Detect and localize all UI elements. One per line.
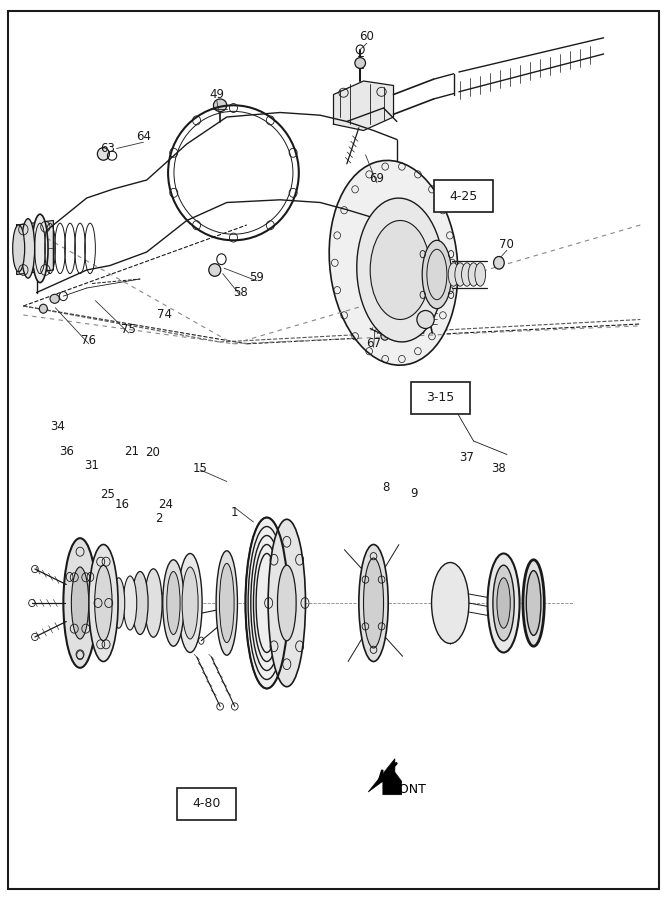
Ellipse shape — [32, 214, 48, 283]
Ellipse shape — [219, 563, 234, 643]
Ellipse shape — [497, 578, 510, 628]
Text: 8: 8 — [382, 482, 390, 494]
Ellipse shape — [329, 160, 458, 365]
Text: 3-15: 3-15 — [426, 392, 454, 404]
Polygon shape — [368, 759, 402, 795]
Ellipse shape — [123, 576, 137, 630]
Text: 70: 70 — [500, 238, 514, 251]
Text: 4-25: 4-25 — [450, 190, 478, 203]
Ellipse shape — [359, 544, 388, 662]
FancyBboxPatch shape — [434, 180, 493, 212]
Ellipse shape — [213, 99, 227, 112]
FancyBboxPatch shape — [177, 788, 237, 820]
Text: 34: 34 — [51, 420, 65, 433]
Polygon shape — [334, 81, 394, 130]
Ellipse shape — [95, 565, 112, 641]
Ellipse shape — [355, 58, 366, 68]
Text: 67: 67 — [366, 338, 381, 350]
Text: 36: 36 — [59, 446, 74, 458]
Text: 20: 20 — [145, 446, 159, 459]
Ellipse shape — [475, 263, 486, 286]
Text: 60: 60 — [360, 30, 374, 42]
Ellipse shape — [488, 554, 520, 652]
Ellipse shape — [370, 220, 430, 320]
Ellipse shape — [268, 519, 305, 687]
Text: 59: 59 — [249, 271, 264, 284]
Text: 4-80: 4-80 — [193, 797, 221, 810]
Ellipse shape — [523, 560, 544, 646]
Ellipse shape — [417, 310, 434, 328]
Text: 15: 15 — [193, 462, 207, 474]
Ellipse shape — [381, 331, 389, 340]
Ellipse shape — [167, 572, 180, 634]
Ellipse shape — [216, 551, 237, 655]
Ellipse shape — [39, 304, 47, 313]
Text: 74: 74 — [157, 309, 172, 321]
Ellipse shape — [132, 572, 148, 634]
Ellipse shape — [145, 569, 162, 637]
Ellipse shape — [182, 567, 198, 639]
Ellipse shape — [209, 264, 221, 276]
Text: 24: 24 — [158, 498, 173, 510]
Text: 1: 1 — [231, 507, 239, 519]
Text: FRONT: FRONT — [384, 783, 426, 796]
Ellipse shape — [253, 544, 280, 662]
Text: 38: 38 — [492, 462, 506, 474]
Ellipse shape — [455, 263, 466, 286]
Ellipse shape — [71, 567, 89, 639]
Ellipse shape — [256, 554, 277, 652]
Text: 63: 63 — [101, 142, 115, 155]
Ellipse shape — [113, 578, 125, 628]
Ellipse shape — [364, 558, 384, 648]
Text: 2: 2 — [155, 512, 163, 525]
Ellipse shape — [178, 554, 202, 652]
Ellipse shape — [494, 256, 504, 269]
Ellipse shape — [468, 263, 479, 286]
FancyBboxPatch shape — [411, 382, 470, 414]
Ellipse shape — [422, 240, 452, 309]
Ellipse shape — [277, 565, 296, 641]
Text: 37: 37 — [460, 451, 474, 464]
Polygon shape — [17, 220, 53, 274]
Ellipse shape — [245, 518, 288, 688]
Ellipse shape — [97, 148, 109, 160]
Ellipse shape — [462, 263, 472, 286]
Text: 9: 9 — [410, 487, 418, 500]
Text: 25: 25 — [101, 489, 115, 501]
Ellipse shape — [163, 560, 184, 646]
Ellipse shape — [50, 294, 59, 303]
Text: 75: 75 — [121, 323, 136, 336]
Ellipse shape — [13, 225, 25, 272]
Ellipse shape — [89, 544, 118, 662]
Ellipse shape — [357, 198, 444, 342]
Ellipse shape — [21, 219, 35, 278]
Ellipse shape — [493, 565, 514, 641]
Text: 49: 49 — [209, 88, 224, 101]
Text: 58: 58 — [233, 286, 247, 299]
Ellipse shape — [448, 263, 459, 286]
Text: 31: 31 — [85, 459, 99, 472]
Text: 76: 76 — [81, 334, 96, 346]
Text: 21: 21 — [125, 446, 139, 458]
Text: 64: 64 — [136, 130, 151, 143]
Ellipse shape — [248, 526, 285, 680]
Ellipse shape — [526, 571, 541, 635]
Text: 16: 16 — [115, 498, 129, 510]
Ellipse shape — [432, 562, 469, 644]
Ellipse shape — [251, 536, 283, 670]
Text: 69: 69 — [370, 172, 384, 184]
Ellipse shape — [63, 538, 97, 668]
